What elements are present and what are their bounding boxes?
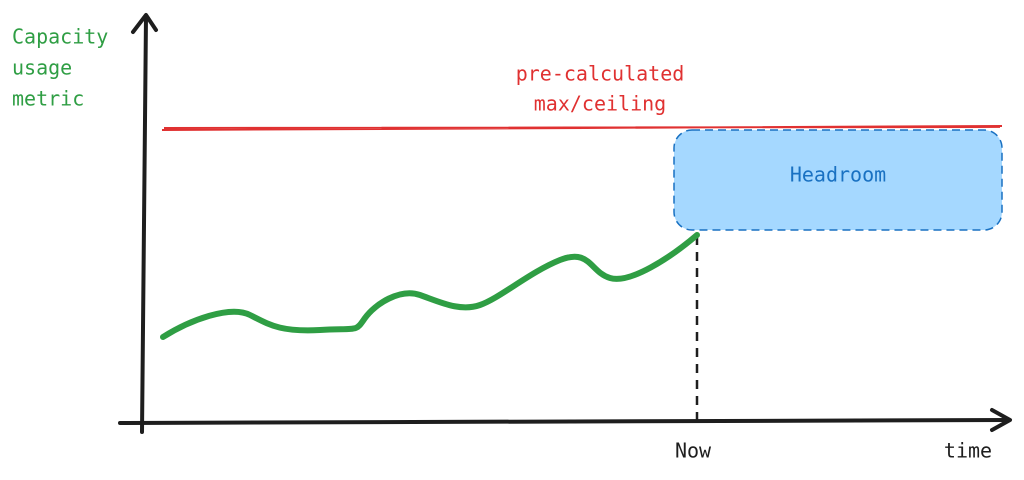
y-axis-label: Capacity — [12, 25, 108, 49]
headroom-box — [673, 129, 1003, 231]
usage-curve — [160, 232, 700, 340]
ceiling-label: pre-calculated — [516, 62, 685, 86]
headroom-label: Headroom — [790, 163, 886, 187]
x-axis-label: time — [944, 439, 992, 463]
x-axis — [118, 418, 1010, 425]
y-axis-arrow — [131, 13, 158, 34]
y-axis — [140, 14, 148, 434]
ceiling-line — [161, 125, 1003, 131]
ceiling-label: max/ceiling — [534, 92, 666, 116]
x-axis-arrow — [990, 408, 1012, 432]
y-axis-label: usage — [12, 56, 72, 80]
y-axis-label: metric — [12, 87, 84, 111]
now-label: Now — [675, 439, 712, 463]
